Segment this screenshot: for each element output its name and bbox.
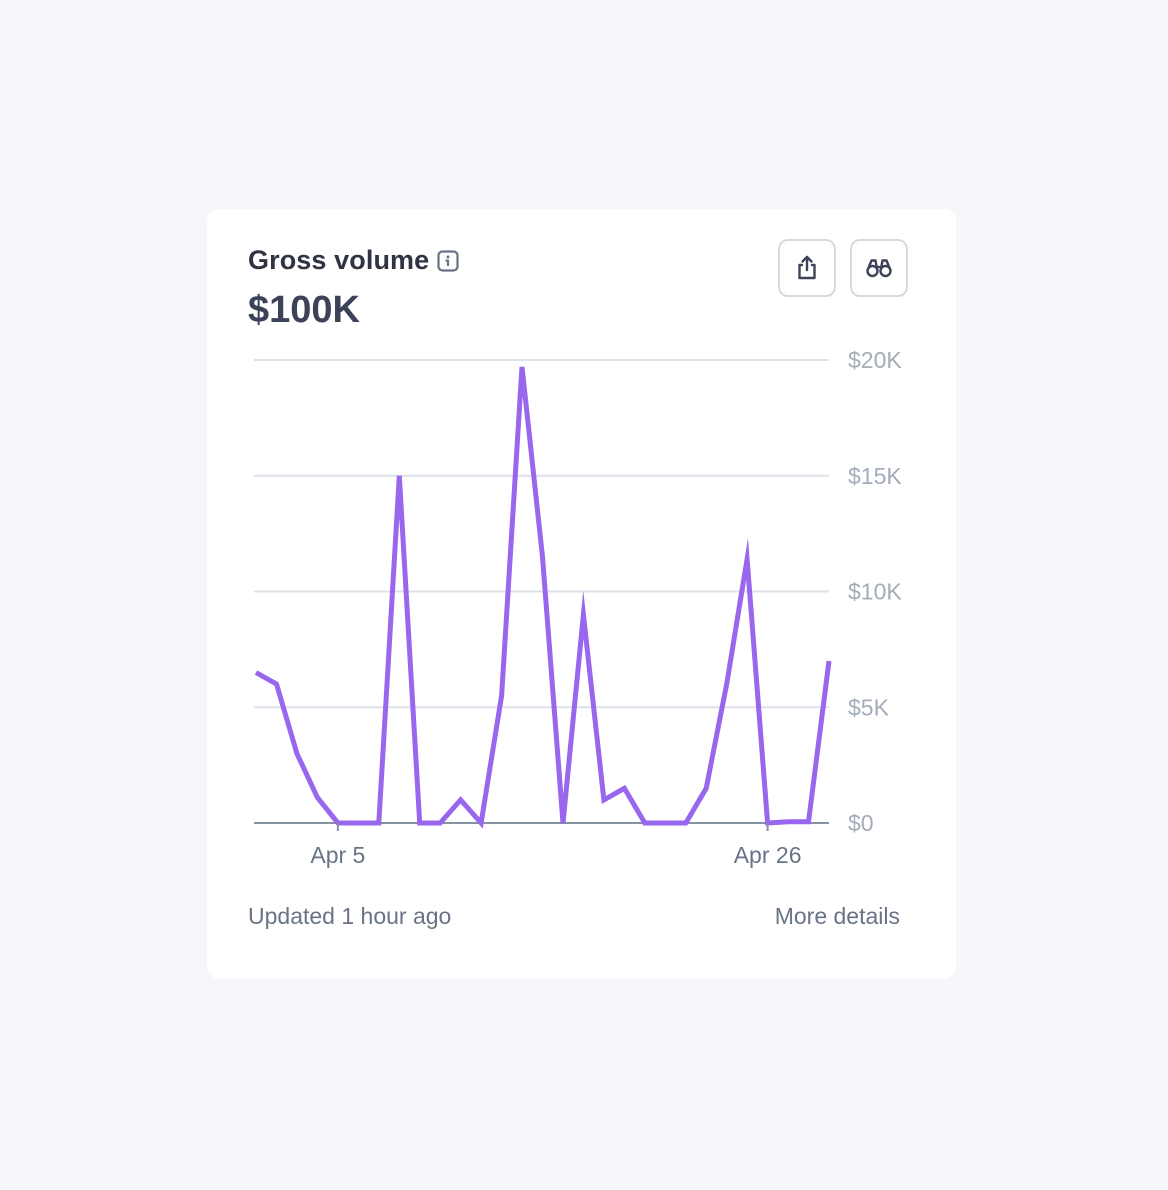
y-tick-label: $0 [848, 810, 874, 836]
card-title: Gross volume [248, 245, 430, 275]
more-details-link[interactable]: More details [774, 903, 900, 929]
y-tick-label: $10K [848, 579, 902, 605]
card-header: Gross volume [248, 245, 459, 276]
y-tick-label: $20K [848, 347, 902, 373]
y-tick-label: $5K [848, 694, 890, 720]
share-icon [798, 255, 816, 280]
x-tick-label: Apr 5 [310, 842, 365, 868]
y-tick-label: $15K [848, 463, 902, 489]
share-button[interactable] [778, 239, 836, 297]
gross-volume-value: $100K [248, 289, 360, 331]
binoculars-icon [866, 259, 892, 278]
explore-button[interactable] [850, 239, 908, 297]
updated-timestamp: Updated 1 hour ago [248, 903, 452, 929]
info-icon[interactable] [437, 249, 459, 272]
series-line [254, 366, 832, 829]
x-tick-label: Apr 26 [734, 842, 802, 868]
gross-volume-card: Gross volume $100K $0 $5K $10K $15K $20K Apr … [207, 209, 956, 979]
gross-volume-chart: $0 $5K $10K $15K $20K Apr 5 Apr 26 [254, 347, 902, 868]
